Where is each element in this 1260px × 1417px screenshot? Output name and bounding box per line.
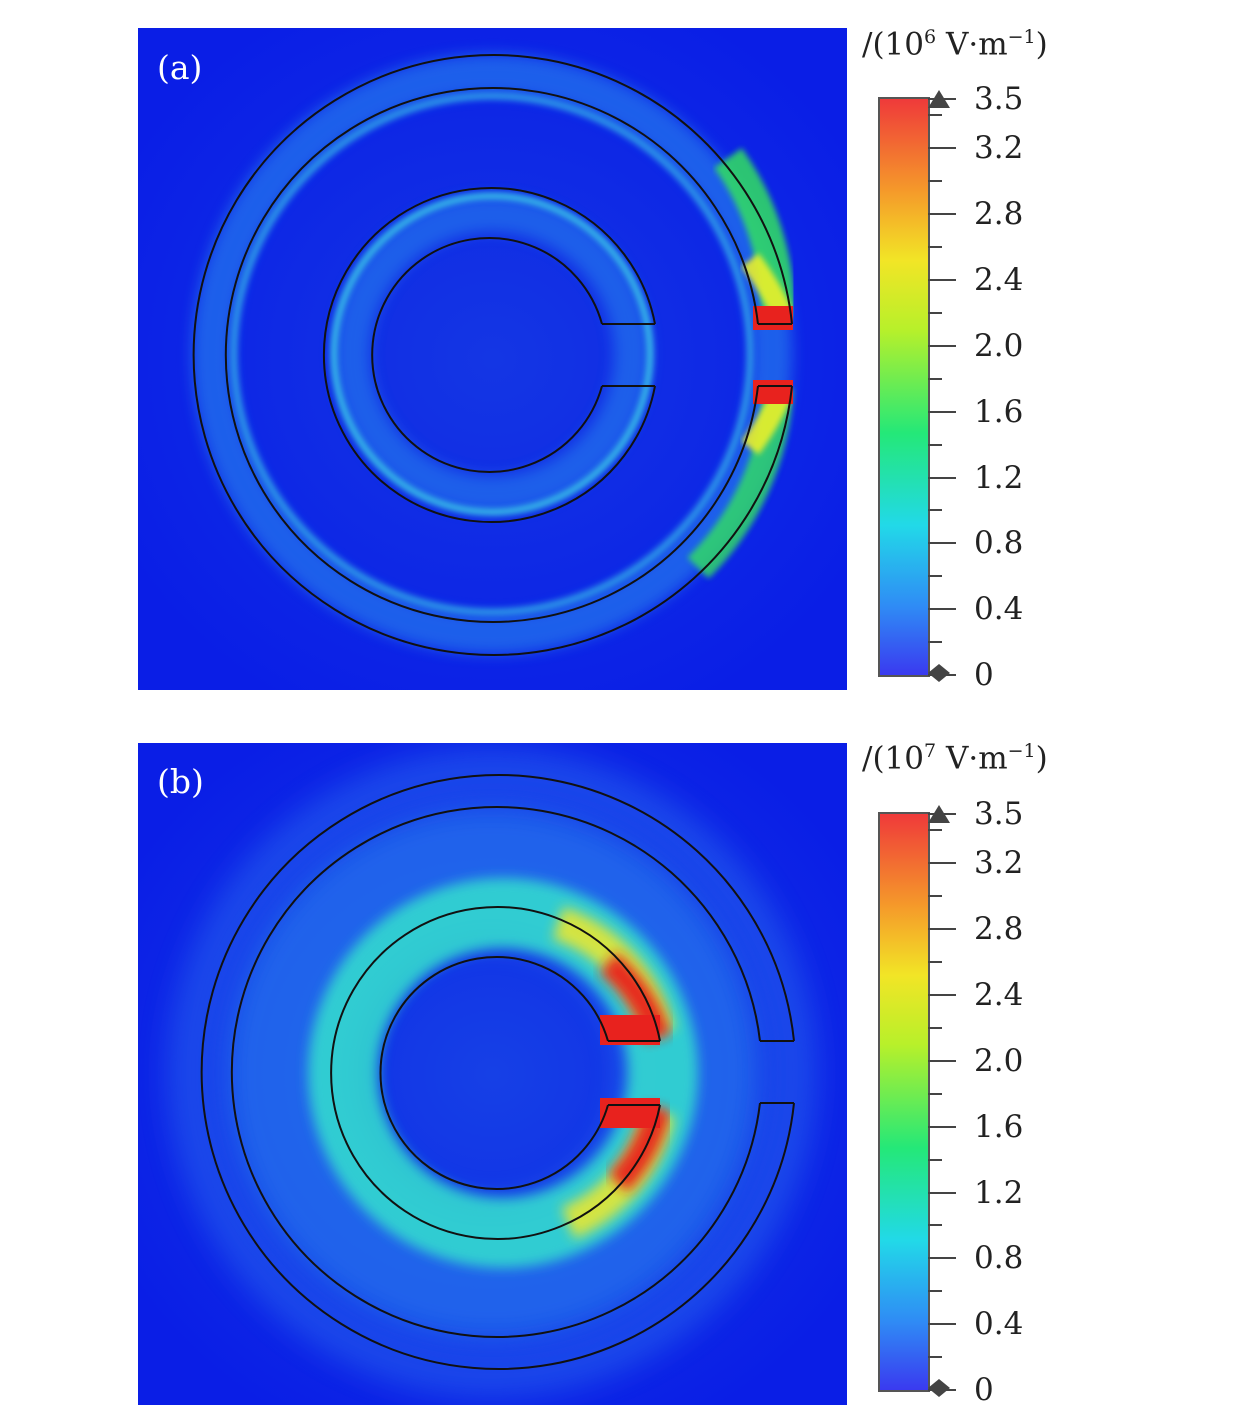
colorbar-major-tick [928,476,956,479]
colorbar-major-tick [928,1191,956,1194]
colorbar-ticks-a: 3.5 3.2 2.8 2.4 2.0 1.6 1.2 0.8 0.4 0 [928,81,1058,693]
colorbar-major-tick [928,344,956,347]
colorbar-tick-label: 3.5 [974,81,1024,117]
field-map-a [138,28,847,690]
colorbar-tick-label: 3.5 [974,796,1024,832]
hotspot-lower-a [753,380,793,404]
colorbar-minor-tick [928,180,942,183]
inner-ring-inner-edge [379,956,609,1190]
colorbar-major-tick [928,1323,956,1326]
colorbar-minor-tick [928,641,942,644]
colorbar-major-tick [928,1257,956,1260]
colorbar-major-tick [928,862,956,865]
colorbar-minor-tick [928,575,942,578]
colorbar-minor-tick [928,1158,942,1161]
colorbar-major-tick [928,279,956,282]
colorbar-major-tick [928,410,956,413]
colorbar-minor-tick [928,443,942,446]
colorbar-major-tick [928,1059,956,1062]
colorbar-tick-label: 0.8 [974,525,1024,562]
colorbar-major-tick [928,994,956,997]
colorbar-major-tick [928,213,956,216]
colorbar-tick-label: 1.6 [974,393,1024,430]
colorbar-tick-label: 3.2 [974,845,1024,882]
colorbar-minor-tick [928,114,942,117]
colorbar-tick-label: 2.4 [974,262,1024,299]
colorbar-minor-tick [928,1026,942,1029]
colorbar-minor-tick [928,895,942,898]
colorbar-tick-label: 0.4 [974,591,1024,628]
colorbar-tick-label: 0.8 [974,1240,1024,1277]
colorbar-minor-tick [928,377,942,380]
colorbar-unit-a: /(106 V·m−1) [862,26,1048,63]
outer-ring-inner-edge [230,806,761,1338]
colorbar-tick-label: 0.4 [974,1306,1024,1343]
colorbar-tick-label: 0 [974,657,994,693]
colorbar-min-arrow-icon [928,1379,950,1397]
split-ring-resonator-a [138,28,847,690]
colorbar-major-tick [928,928,956,931]
colorbar-major-tick [928,1125,956,1128]
inner-ring-outer-edge [322,187,656,523]
colorbar-tick-label: 1.2 [974,1174,1024,1211]
outer-ring-outer-edge [192,54,793,656]
colorbar-minor-tick [928,246,942,249]
field-map-b [138,743,847,1405]
colorbar-tick-label: 2.0 [974,1042,1024,1079]
inner-ring-inner-edge [371,237,603,473]
colorbar-major-tick [928,813,956,815]
colorbar-major-tick [928,147,956,150]
colorbar-tick-label: 2.8 [974,196,1024,233]
colorbar-minor-tick [928,1356,942,1359]
colorbar-tick-label: 2.0 [974,327,1024,364]
colorbar-minor-tick [928,1290,942,1293]
colorbar-tick-label: 0 [974,1372,994,1408]
colorbar-unit-b: /(107 V·m−1) [862,740,1048,777]
colorbar-minor-tick [928,1224,942,1227]
panel-label-b: (b) [157,762,204,801]
colorbar-major-tick [928,674,956,676]
colorbar-tick-label: 1.2 [974,459,1024,496]
colorbar-min-arrow-icon [928,664,950,682]
colorbar-major-tick [928,608,956,611]
colorbar-tick-label: 2.4 [974,977,1024,1014]
colorbar-major-tick [928,542,956,545]
colorbar-ticks-b: 3.5 3.2 2.8 2.4 2.0 1.6 1.2 0.8 0.4 0 [928,796,1058,1408]
colorbar-tick-label: 1.6 [974,1108,1024,1145]
split-ring-resonator-b [138,743,847,1405]
colorbar-a [878,97,930,677]
colorbar-minor-tick [928,1092,942,1095]
colorbar-b [878,812,930,1392]
colorbar-minor-tick [928,961,942,964]
inner-ring-outer-edge [330,906,661,1240]
outer-ring-inner-edge [224,87,759,623]
colorbar-tick-label: 2.8 [974,911,1024,948]
colorbar-minor-tick [928,829,942,832]
colorbar-tick-label: 3.2 [974,130,1024,167]
colorbar-major-tick [928,98,956,100]
colorbar-major-tick [928,1389,956,1391]
panel-label-a: (a) [157,48,203,87]
colorbar-minor-tick [928,509,942,512]
hotspot-upper-a [753,306,793,330]
colorbar-minor-tick [928,311,942,314]
field-background [138,28,847,690]
hotspot-lower-b [600,1098,660,1128]
outer-ring-outer-edge [200,774,795,1370]
